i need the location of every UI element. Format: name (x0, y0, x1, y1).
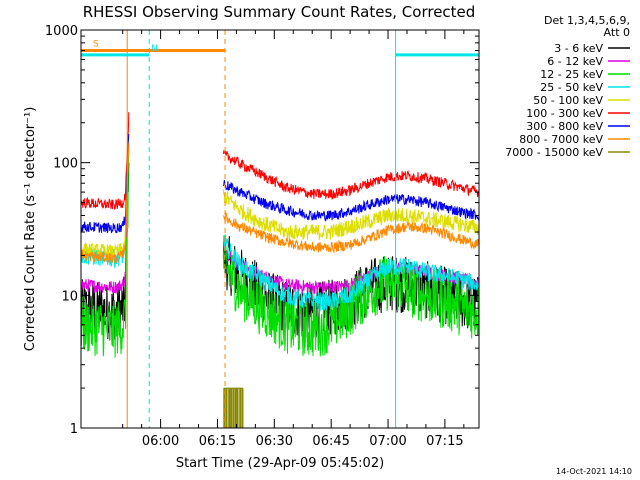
y-axis-label: Corrected Count Rate (s⁻¹ detector⁻¹) (23, 107, 38, 352)
plot-frame (80, 29, 480, 429)
legend-label-100-300kev: 100 - 300 keV (526, 107, 603, 120)
x-axis-label: Start Time (29-Apr-09 05:45:02) (176, 456, 384, 471)
legend-label-7000-15000kev: 7000 - 15000 keV (505, 146, 603, 159)
legend-label-50-100kev: 50 - 100 keV (533, 94, 603, 107)
series-line-12-25kev (80, 148, 480, 358)
y-tick-label-1: 1 (70, 422, 78, 437)
legend-label-3-6kev: 3 - 6 keV (554, 42, 603, 55)
chart-title: RHESSI Observing Summary Count Rates, Co… (83, 3, 476, 21)
legend-title-line-1: Det 1,3,4,5,6,9, (544, 14, 630, 27)
x-axis: 06:00 06:15 06:30 06:45 07:00 07:15 (122, 30, 465, 449)
y-axis-label-text: Corrected Count Rate (s⁻¹ detector⁻¹) (23, 107, 38, 352)
series-line-100-300kev (80, 112, 480, 210)
x-tick-label-0630: 06:30 (256, 434, 293, 449)
series-line-300-800kev (80, 133, 480, 234)
x-tick-label-0645: 06:45 (312, 434, 349, 449)
y-tick-label-1000: 1000 (45, 24, 78, 39)
timestamp: 14-Oct-2021 14:10 (556, 467, 632, 476)
series-line-800-7000kev (80, 142, 480, 264)
legend-label-800-7000kev: 800 - 7000 keV (519, 133, 603, 146)
x-tick-label-0715: 07:15 (426, 434, 463, 449)
legend-label-12-25kev: 12 - 25 keV (540, 68, 603, 81)
y-tick-label-10: 10 (61, 289, 78, 304)
x-tick-label-0600: 06:00 (142, 434, 179, 449)
attenuator-label-s: S (93, 40, 99, 50)
plot-series-layer (80, 112, 480, 428)
legend-label-6-12kev: 6 - 12 keV (547, 55, 603, 68)
legend-label-25-50kev: 25 - 50 keV (540, 81, 603, 94)
y-axis: 1 10 100 1000 (45, 24, 479, 437)
legend-label-300-800kev: 300 - 800 keV (526, 120, 603, 133)
attenuator-label-n: N (151, 44, 158, 54)
y-tick-label-100: 100 (53, 157, 78, 172)
x-tick-label-0700: 07:00 (369, 434, 406, 449)
legend-title-line-2: Att 0 (604, 26, 630, 39)
x-tick-label-0615: 06:15 (199, 434, 236, 449)
